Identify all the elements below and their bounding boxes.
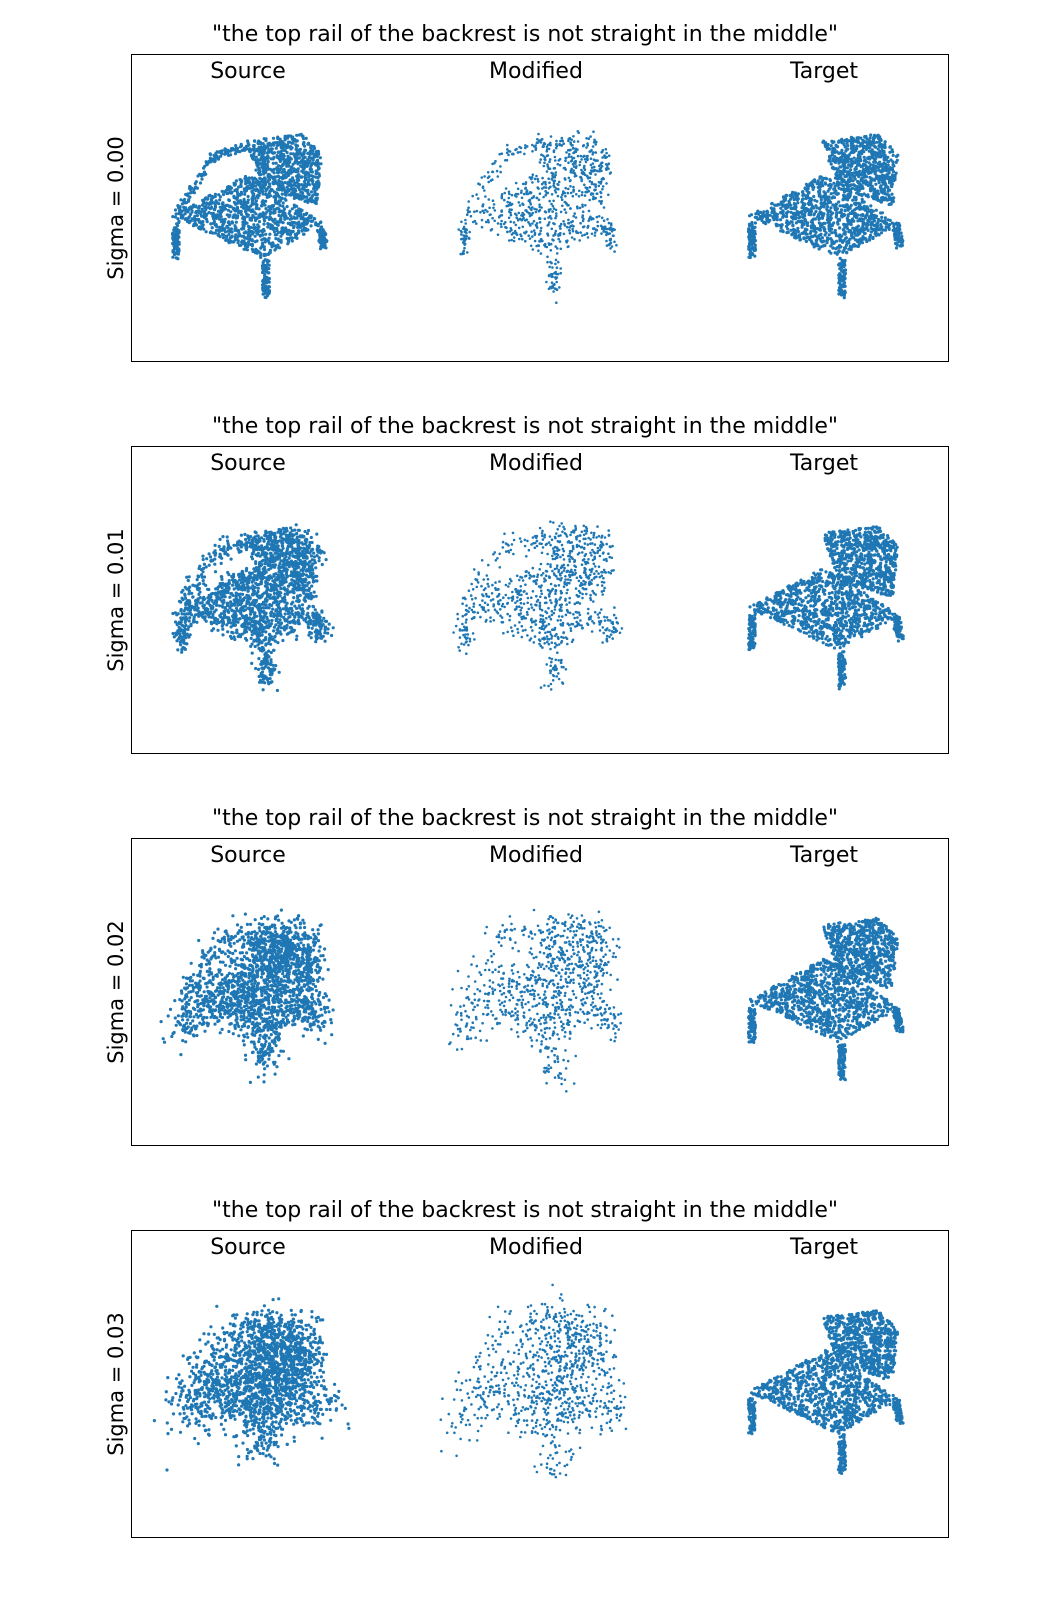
- panel-title: "the top rail of the backrest is not str…: [212, 22, 838, 47]
- target-point-cloud: [746, 133, 905, 300]
- modified-point-cloud: [448, 908, 623, 1093]
- axis-tick-mark: [131, 870, 132, 872]
- row-label-text: Sigma = 0.00: [104, 136, 128, 280]
- row-label-text: Sigma = 0.02: [104, 920, 128, 1064]
- target-points: [746, 1309, 905, 1475]
- figure-panel: "the top rail of the backrest is not str…: [0, 790, 1050, 1182]
- figure-panel: "the top rail of the backrest is not str…: [0, 1182, 1050, 1574]
- source-points: [152, 1297, 351, 1472]
- modified-points: [439, 1283, 628, 1479]
- target-points: [746, 133, 905, 300]
- axis-tick-mark: [131, 1262, 132, 1264]
- column-label-modified: Modified: [489, 451, 583, 476]
- axis-tick-mark: [131, 1114, 132, 1116]
- column-label-modified: Modified: [489, 843, 583, 868]
- column-label-modified: Modified: [489, 59, 583, 84]
- column-label-target: Target: [789, 1235, 859, 1260]
- target-points: [747, 525, 905, 691]
- modified-point-cloud: [439, 1283, 628, 1479]
- modified-points: [448, 908, 623, 1093]
- axis-tick-mark: [131, 330, 132, 332]
- column-label-target: Target: [789, 451, 859, 476]
- target-point-cloud: [746, 1309, 905, 1475]
- source-points: [171, 523, 335, 693]
- modified-point-cloud: [457, 130, 618, 304]
- column-label-source: Source: [210, 1235, 286, 1260]
- axis-tick-mark: [131, 478, 132, 480]
- column-label-source: Source: [210, 843, 286, 868]
- axis-tick-mark: [131, 86, 132, 88]
- target-points: [746, 916, 905, 1082]
- modified-point-cloud: [452, 520, 624, 691]
- column-label-target: Target: [789, 843, 859, 868]
- column-label-target: Target: [789, 59, 859, 84]
- panel-title: "the top rail of the backrest is not str…: [212, 1198, 838, 1223]
- panel-title: "the top rail of the backrest is not str…: [212, 414, 838, 439]
- figure-panel: "the top rail of the backrest is not str…: [0, 6, 1050, 398]
- source-points: [159, 908, 335, 1084]
- panel-title: "the top rail of the backrest is not str…: [212, 806, 838, 831]
- source-point-cloud: [152, 1297, 351, 1472]
- column-label-modified: Modified: [489, 1235, 583, 1260]
- source-point-cloud: [159, 908, 335, 1084]
- modified-points: [457, 130, 618, 304]
- column-label-source: Source: [210, 451, 286, 476]
- source-points: [170, 132, 329, 300]
- axis-tick-mark: [131, 1506, 132, 1508]
- row-label-text: Sigma = 0.01: [104, 528, 128, 672]
- axis-tick-mark: [131, 722, 132, 724]
- figure-panel: "the top rail of the backrest is not str…: [0, 398, 1050, 790]
- column-label-source: Source: [210, 59, 286, 84]
- target-point-cloud: [746, 916, 905, 1082]
- source-point-cloud: [170, 132, 329, 300]
- source-point-cloud: [171, 523, 335, 693]
- target-point-cloud: [747, 525, 905, 691]
- row-label-text: Sigma = 0.03: [104, 1312, 128, 1456]
- modified-points: [452, 520, 624, 691]
